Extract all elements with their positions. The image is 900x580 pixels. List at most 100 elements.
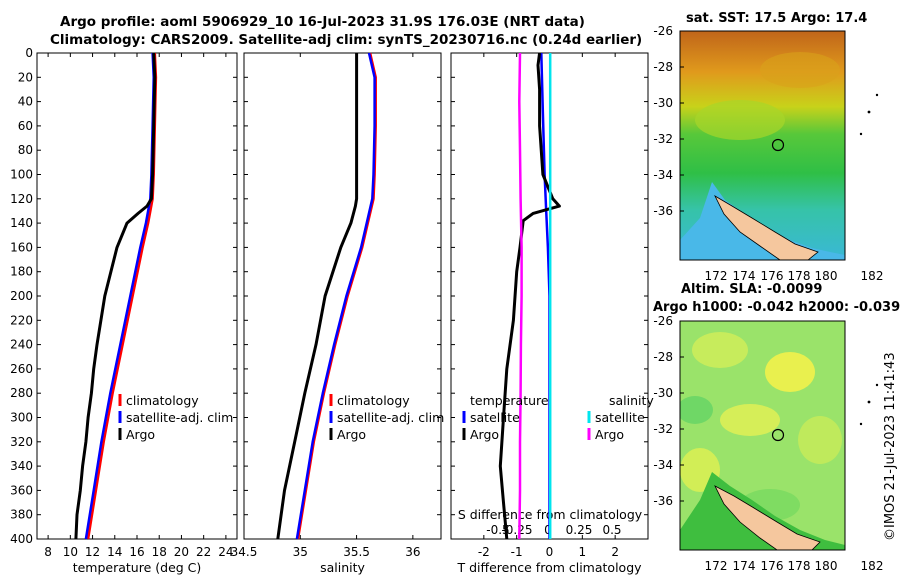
depth-tick-label: 400	[10, 532, 33, 546]
difference-xtick-label: 1	[579, 545, 587, 559]
sst-map-lon-label: 174	[733, 269, 756, 283]
salinity-diff-tick-label: 0	[544, 523, 552, 537]
figure-title-line1: Argo profile: aoml 5906929_10 16-Jul-202…	[60, 14, 585, 30]
salinity-diff-tick-label: -0.5	[486, 523, 509, 537]
depth-tick-label: 20	[18, 70, 33, 84]
salinity-legend-label: Argo	[337, 427, 366, 442]
sla-map-lon-label: 172	[705, 559, 728, 573]
temperature-xtick-label: 8	[44, 545, 52, 559]
salinity-diff-tick-label: 0.25	[566, 523, 593, 537]
depth-tick-label: 320	[10, 435, 33, 449]
temperature-legend-label: climatology	[126, 393, 199, 408]
difference-series-temperature-Argo	[498, 52, 561, 540]
temperature-series-Argo	[74, 52, 157, 540]
depth-tick-label: 180	[10, 265, 33, 279]
temperature-xtick-label: 18	[152, 545, 167, 559]
panel-temperature: 0 20 40 60 80 100 120 140 160 180 200 220 240 260 280 3…	[10, 46, 238, 575]
difference-xtick-label: -2	[478, 545, 490, 559]
sst-map-lon-label: 182	[861, 269, 884, 283]
difference-series-salinity-Argo	[518, 52, 523, 540]
temperature-xtick-label: 22	[196, 545, 211, 559]
sla-map-frame	[679, 320, 846, 551]
depth-tick-label: 380	[10, 508, 33, 522]
depth-tick-label: 80	[18, 143, 33, 157]
temperature-xtick-label: 16	[129, 545, 144, 559]
depth-tick-label: 0	[25, 46, 33, 60]
depth-tick-label: 240	[10, 338, 33, 352]
sst-map-lat-label: -36	[653, 204, 673, 218]
sst-map-lat-label: -34	[653, 168, 673, 182]
temperature-xtick-label: 20	[174, 545, 189, 559]
temperature-legend-label: Argo	[126, 427, 155, 442]
temperature-xtick-label: 10	[63, 545, 78, 559]
sst-map-title: sat. SST: 17.5 Argo: 17.4	[686, 11, 868, 26]
depth-tick-label: 100	[10, 168, 33, 182]
temperature-xtick-label: 24	[218, 545, 233, 559]
legend-temperature-label: Argo	[470, 427, 499, 442]
temperature-axes-frame	[36, 52, 238, 540]
sla-map	[679, 320, 879, 551]
sla-map-lon-label: 176	[761, 559, 784, 573]
difference-xtick-label: -1	[511, 545, 523, 559]
sla-landmass	[714, 485, 821, 550]
sla-map-lat-label: -30	[653, 386, 673, 400]
figure-title-line2: Climatology: CARS2009. Satellite-adj cli…	[50, 32, 643, 48]
salinity-xtick-label: 35	[293, 545, 308, 559]
salinity-xlabel: salinity	[320, 560, 365, 575]
sst-map-lat-label: -30	[653, 96, 673, 110]
temperature-xtick-label: 12	[85, 545, 100, 559]
sst-map-axes: -26 -28 -30 -32 -34 -36 172 174 176 178 180 182	[653, 24, 883, 283]
panel-salinity: 34.5 35 35.5 36 salinity climatology satellite…	[231, 52, 444, 575]
depth-tick-label: 120	[10, 192, 33, 206]
salinity-series-Argo	[276, 53, 359, 540]
salinity-legend-label: climatology	[337, 393, 410, 408]
sst-map-lat-label: -28	[653, 60, 673, 74]
temperature-xtick-label: 14	[107, 545, 122, 559]
sla-map-lon-label: 178	[788, 559, 811, 573]
sst-landmass	[714, 194, 819, 260]
sst-argo-marker	[771, 138, 785, 152]
depth-tick-label: 300	[10, 411, 33, 425]
sst-map-lon-label: 172	[705, 269, 728, 283]
sst-map-lon-label: 176	[761, 269, 784, 283]
depth-tick-label: 260	[10, 362, 33, 376]
legend-temperature-heading: temperature	[470, 393, 549, 408]
sst-map-lat-label: -32	[653, 132, 673, 146]
sla-map-lon-label: 180	[815, 559, 838, 573]
legend-salinity-label: Argo	[595, 427, 624, 442]
depth-tick-label: 220	[10, 313, 33, 327]
sst-map-frame	[679, 30, 846, 261]
temperature-legend-label: satellite-adj. clim	[126, 410, 233, 425]
sla-map-lat-label: -34	[653, 458, 673, 472]
sla-map-lat-label: -32	[653, 422, 673, 436]
depth-tick-label: 60	[18, 119, 33, 133]
salinity-series-satellite-adj.-clim	[295, 52, 376, 540]
sst-map	[679, 30, 879, 261]
depth-tick-label: 280	[10, 386, 33, 400]
sst-map-lon-label: 178	[788, 269, 811, 283]
sla-map-lat-label: -26	[653, 314, 673, 328]
salinity-xtick-label: 35.5	[343, 545, 370, 559]
depth-tick-label: 360	[10, 483, 33, 497]
depth-tick-label: 140	[10, 216, 33, 230]
legend-salinity-heading: salinity	[609, 393, 654, 408]
salinity-legend-label: satellite-adj. clim	[337, 410, 444, 425]
sla-map-subtitle: Argo h1000: -0.042 h2000: -0.039	[653, 300, 900, 315]
legend-temperature-label: satellite	[470, 410, 520, 425]
difference-xtick-label: 0	[546, 545, 554, 559]
difference-xtick-label: 2	[611, 545, 619, 559]
temperature-xlabel: temperature (deg C)	[73, 560, 202, 575]
salinity-xtick-label: 36	[405, 545, 420, 559]
depth-tick-label: 160	[10, 240, 33, 254]
legend-salinity-label: satellite	[595, 410, 645, 425]
sst-map-lon-label: 180	[815, 269, 838, 283]
depth-tick-label: 340	[10, 459, 33, 473]
salinity-diff-tick-label: -0.25	[501, 523, 532, 537]
salinity-diff-tick-label: 0.5	[602, 523, 621, 537]
difference-xlabel: T difference from climatology	[456, 560, 642, 575]
sla-map-axes: -26 -28 -30 -32 -34 -36 172 174 176 178 180 182	[653, 314, 883, 573]
sla-map-title: Altim. SLA: -0.0099	[681, 282, 823, 297]
sla-argo-marker	[771, 428, 785, 442]
